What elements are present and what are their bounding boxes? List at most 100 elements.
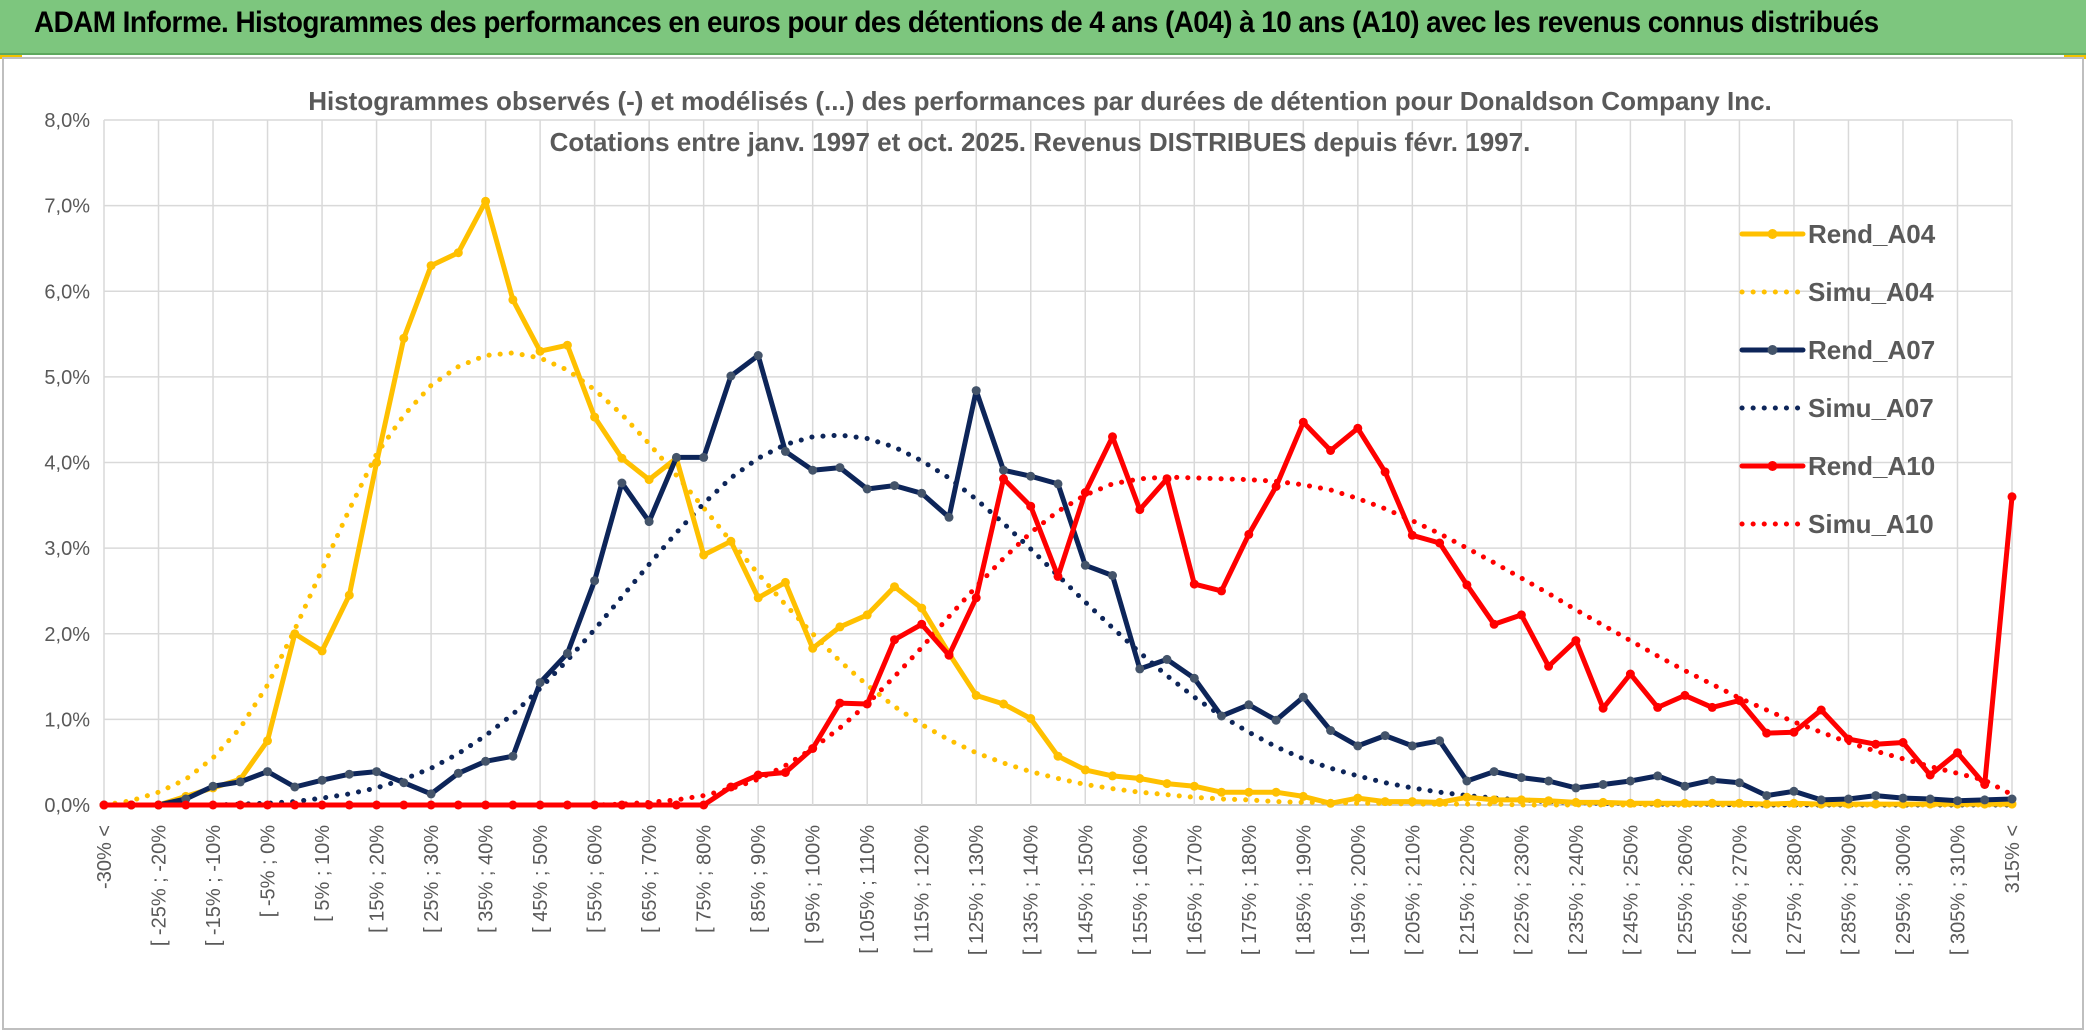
data-point-rend_a10 [99,800,109,810]
data-point-rend_a10 [1217,586,1226,596]
data-point-rend_a10 [535,800,545,810]
data-point-rend_a04 [372,458,382,467]
data-point-rend_a04 [1353,793,1363,803]
data-point-rend_a07 [535,678,545,688]
data-point-rend_a04 [1707,798,1717,808]
data-point-rend_a07 [290,782,300,792]
data-point-rend_a10 [780,768,790,777]
data-point-rend_a07 [726,371,736,381]
data-point-rend_a10 [808,744,818,753]
data-point-rend_a04 [753,593,763,603]
y-axis-ticks: 0,0% 1,0% 2,0% 3,0% 4,0% 5,0% 6,0% 7,0% 8,0% [44,110,90,817]
data-point-rend_a07 [562,648,572,658]
data-point-rend_a07 [1789,786,1799,796]
data-point-rend_a07 [372,767,382,777]
legend-label-rend_a10: Rend_A10 [1808,451,1935,481]
data-point-rend_a04 [617,453,627,463]
data-point-rend_a04 [780,577,790,587]
data-point-rend_a04 [644,475,654,485]
data-point-rend_a07 [1707,775,1717,785]
legend-label-rend_a07: Rend_A07 [1808,335,1935,365]
data-point-rend_a04 [917,603,927,613]
data-point-rend_a10 [1108,432,1117,442]
data-point-rend_a04 [344,590,354,600]
data-point-rend_a10 [2007,492,2017,502]
data-point-rend_a10 [344,800,354,810]
data-point-rend_a10 [835,698,845,708]
data-point-rend_a07 [1108,571,1117,580]
data-point-rend_a07 [1844,794,1853,804]
data-point-rend_a07 [1762,791,1772,801]
data-point-rend_a10 [1653,702,1663,712]
data-point-rend_a04 [808,643,818,653]
data-point-rend_a07 [1271,715,1281,725]
x-tick-label: [ 155% ; 160% [1130,825,1152,955]
data-point-rend_a04 [1680,798,1690,808]
data-point-rend_a10 [235,800,245,810]
data-point-rend_a10 [181,800,191,810]
data-point-rend_a04 [971,690,981,700]
data-point-rend_a04 [1244,787,1254,797]
data-point-rend_a07 [780,446,790,456]
x-tick-label: [ 115% ; 120% [912,825,934,954]
data-point-rend_a07 [699,452,709,462]
data-point-rend_a04 [1789,798,1799,808]
data-point-rend_a07 [263,767,272,777]
data-point-rend_a04 [317,646,327,656]
data-point-rend_a10 [971,593,981,603]
data-point-rend_a07 [1135,664,1145,674]
data-point-rend_a07 [1598,780,1608,789]
data-point-rend_a10 [1980,780,1990,789]
data-point-rend_a10 [372,800,382,810]
data-point-rend_a07 [1544,776,1554,786]
data-point-rend_a07 [1026,471,1036,481]
data-point-rend_a10 [699,800,709,810]
data-point-rend_a10 [1680,690,1690,700]
data-point-rend_a07 [999,465,1008,475]
x-tick-label: [ 65% ; 70% [639,825,661,933]
x-tick-label: [ 295% ; 300% [1893,825,1915,955]
x-tick-label: [ 165% ; 170% [1184,825,1206,955]
x-tick-label: -30% < [94,825,116,889]
legend-label-simu_a04: Simu_A04 [1808,277,1934,307]
data-point-rend_a04 [535,346,545,356]
data-point-rend_a04 [1326,798,1336,808]
data-point-rend_a07 [508,751,518,761]
data-point-rend_a10 [944,650,954,660]
x-tick-label: [ 105% ; 110% [857,825,879,954]
x-tick-label: [ 95% ; 100% [803,825,825,944]
data-point-rend_a10 [1734,696,1744,705]
data-point-rend_a04 [453,248,463,258]
data-point-rend_a10 [726,782,736,792]
x-tick-label: [ 285% ; 290% [1838,825,1860,955]
data-point-rend_a07 [317,775,327,785]
x-tick-label: [ 225% ; 230% [1511,825,1533,955]
data-point-rend_a07 [208,781,218,791]
data-point-rend_a10 [1844,734,1853,744]
y-tick-label: 3,0% [44,538,90,560]
data-point-rend_a10 [890,635,899,645]
data-point-rend_a10 [1380,467,1390,477]
data-point-rend_a10 [1080,488,1090,497]
data-point-rend_a10 [862,699,872,709]
data-point-rend_a07 [1462,776,1472,786]
data-point-rend_a04 [1189,781,1199,791]
data-point-rend_a07 [1653,771,1663,781]
x-tick-label: [ 5% ; 10% [312,825,334,922]
data-point-rend_a10 [317,800,327,810]
data-point-rend_a10 [1298,417,1308,427]
data-point-rend_a04 [1407,797,1417,807]
x-tick-label: [ 175% ; 180% [1239,825,1261,955]
data-point-rend_a04 [481,196,491,206]
x-tick-label: [ 25% ; 30% [421,825,443,933]
data-point-rend_a10 [399,800,409,810]
data-point-rend_a10 [1953,748,1962,758]
data-point-rend_a07 [235,777,245,787]
data-point-rend_a07 [1217,711,1226,721]
y-tick-label: 0,0% [44,795,90,817]
legend-marker-rend_a07 [1767,345,1778,355]
data-point-rend_a07 [1571,783,1581,793]
x-tick-label: [ 275% ; 280% [1784,825,1806,955]
x-tick-label: [ 135% ; 140% [1021,825,1043,955]
data-point-rend_a04 [508,295,518,305]
